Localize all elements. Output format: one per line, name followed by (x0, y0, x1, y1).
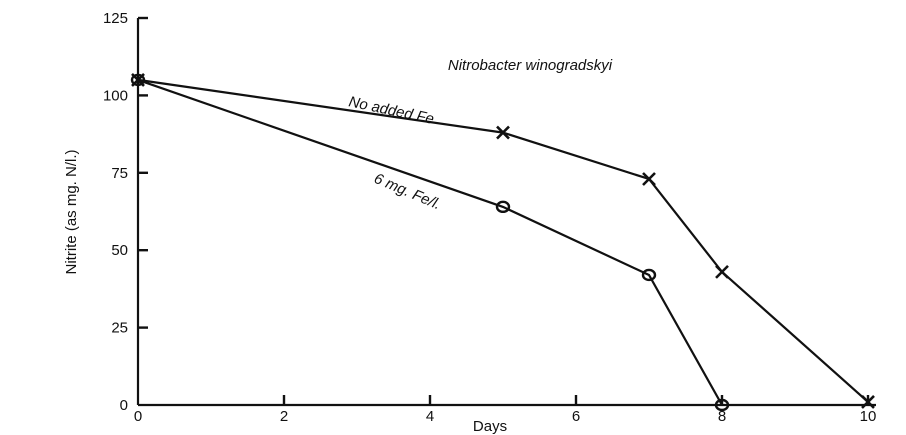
data-point-o-marker (714, 398, 730, 412)
y-tick-label: 25 (111, 320, 128, 337)
x-tick-label: 4 (426, 408, 434, 425)
chart-title: Nitrobacter winogradskyi (448, 57, 613, 74)
data-point-o-marker (641, 268, 657, 282)
series-label-6mg-fe: 6 mg. Fe/l. (371, 170, 443, 213)
series-lines (137, 78, 869, 406)
y-axis-title: Nitrite (as mg. N/l.) (63, 149, 80, 274)
x-tick-label: 10 (860, 408, 877, 425)
y-tick-label: 0 (120, 397, 128, 414)
y-tick-label: 100 (103, 87, 128, 104)
series-label-no-added-fe: No added Fe (347, 93, 435, 128)
markers (130, 73, 875, 412)
y-tick-label: 125 (103, 10, 128, 27)
data-point-x-marker (715, 264, 729, 279)
data-point-o-marker (495, 200, 511, 214)
axes (136, 18, 876, 407)
y-tick-label: 50 (111, 242, 128, 259)
data-point-x-marker (642, 172, 656, 186)
series-line-1 (137, 78, 723, 406)
x-tick-label: 0 (134, 408, 142, 425)
y-tick-label: 75 (111, 165, 128, 182)
x-tick-label: 2 (280, 408, 288, 425)
data-point-x-marker (496, 125, 510, 140)
x-tick-label: 6 (572, 408, 580, 425)
data-point-o-marker (130, 73, 146, 87)
x-axis-title: Days (473, 418, 507, 435)
data-point-x-marker (861, 394, 875, 409)
x-tick-label: 8 (718, 408, 726, 425)
series-line-0 (137, 78, 869, 403)
